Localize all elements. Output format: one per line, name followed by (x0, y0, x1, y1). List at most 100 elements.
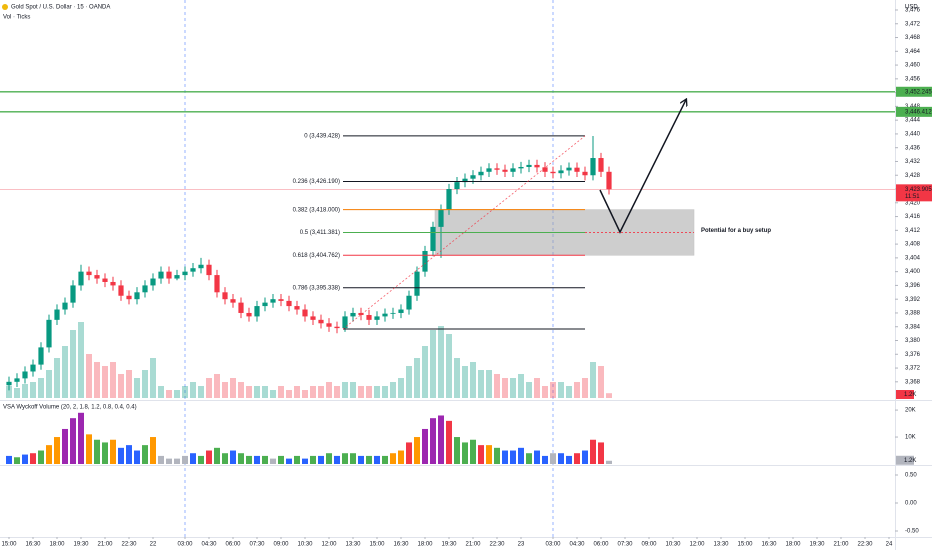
x-tick-label: 16:30 (761, 542, 777, 548)
currency-label: USD (905, 5, 918, 11)
candle-body (502, 169, 508, 172)
volume-bar (502, 378, 508, 398)
candle-body (454, 182, 460, 190)
candle-body (142, 285, 148, 293)
candle-body (494, 168, 500, 170)
vsa-bar (350, 453, 356, 464)
candle-body (110, 281, 116, 286)
volume-bar (54, 358, 60, 398)
vsa-bar (310, 455, 316, 464)
volume-bar (158, 386, 164, 398)
volume-bar (190, 382, 196, 398)
y-tick-label: 3,396 (905, 283, 921, 289)
last-price-badge (896, 184, 932, 202)
volume-bar (102, 366, 108, 398)
volume-bar (238, 382, 244, 398)
candle-body (294, 306, 300, 310)
candle-body (366, 315, 372, 320)
x-tick-label: 21:00 (833, 542, 849, 548)
vsa-bar (270, 458, 276, 464)
volume-bar (566, 386, 572, 398)
vsa-bar (582, 450, 588, 464)
fib-label: 0.236 (3,426.190) (293, 179, 340, 185)
candle-body (526, 164, 532, 167)
volume-bar (486, 370, 492, 398)
candle-body (430, 226, 436, 251)
main-layer (0, 91, 895, 464)
vsa-bar (606, 460, 612, 464)
volume-bar (70, 330, 76, 398)
volume-bar (326, 382, 332, 398)
x-tick-label: 13:30 (713, 542, 729, 548)
x-tick-label: 07:30 (617, 542, 633, 548)
vsa-bar (558, 453, 564, 464)
volume-bar (38, 378, 44, 398)
candle-body (46, 319, 52, 348)
candle-body (606, 171, 612, 190)
vsa-bar (462, 442, 468, 464)
y-tick-label: 3,372 (905, 366, 921, 372)
candle-body (422, 250, 428, 272)
volume-bar (94, 362, 100, 398)
volume-bar (270, 390, 276, 398)
vsa-bar (70, 418, 76, 464)
chart-title: Gold Spot / U.S. Dollar · 15 · OANDA (11, 5, 110, 11)
x-tick-label: 22:30 (857, 542, 873, 548)
volume-bar (478, 370, 484, 398)
vsa-bar (478, 445, 484, 464)
candle-body (38, 347, 44, 365)
candle-body (566, 167, 572, 171)
candle-body (374, 316, 380, 320)
candle-body (190, 268, 196, 272)
x-tick-label: 03:00 (177, 542, 193, 548)
vsa-bar (302, 458, 308, 464)
candle-body (270, 299, 276, 303)
x-tick-label: 19:30 (73, 542, 89, 548)
volume-bar (310, 386, 316, 398)
candle-body (486, 168, 492, 172)
volume-bar (574, 382, 580, 398)
x-tick-label: 22:30 (121, 542, 137, 548)
volume-bar (302, 390, 308, 398)
volume-bar (174, 390, 180, 398)
vsa-bar (422, 428, 428, 464)
candle-body (382, 313, 388, 317)
candle-body (278, 299, 284, 301)
vsa-bar (238, 453, 244, 464)
candle-body (438, 209, 444, 227)
y-tick-label: 3,432 (905, 159, 921, 165)
vsa-bar (166, 458, 172, 464)
vsa-bar (38, 450, 44, 464)
vsa-bar (486, 445, 492, 464)
volume-bar (118, 374, 124, 398)
lower-tick-label: -0.50 (905, 529, 919, 535)
candle-body (214, 275, 220, 293)
vsa-bar (22, 454, 28, 464)
vsa-bar (366, 455, 372, 464)
vsa-bar (126, 445, 132, 464)
volume-bar (510, 378, 516, 398)
vsa-bar (358, 455, 364, 464)
x-tick-label: 24 (886, 542, 893, 548)
candle-body (22, 371, 28, 379)
y-tick-label: 3,400 (905, 269, 921, 275)
volume-bar (166, 390, 172, 398)
candle-body (222, 292, 228, 300)
volume-bar (518, 374, 524, 398)
volume-bar (342, 382, 348, 398)
y-tick-label: 3,456 (905, 76, 921, 82)
candle-body (598, 158, 604, 172)
candle-body (54, 309, 60, 320)
x-tick-label: 22 (150, 542, 157, 548)
price-badge (896, 106, 932, 117)
vsa-bar (510, 450, 516, 464)
vsa-bar (342, 453, 348, 464)
candle-body (510, 168, 516, 172)
candle-body (558, 170, 564, 174)
x-tick-label: 21:00 (97, 542, 113, 548)
volume-bar (142, 370, 148, 398)
vsa-tick-label: 10K (905, 435, 916, 441)
volume-bar (206, 378, 212, 398)
volume-bar (22, 384, 28, 398)
